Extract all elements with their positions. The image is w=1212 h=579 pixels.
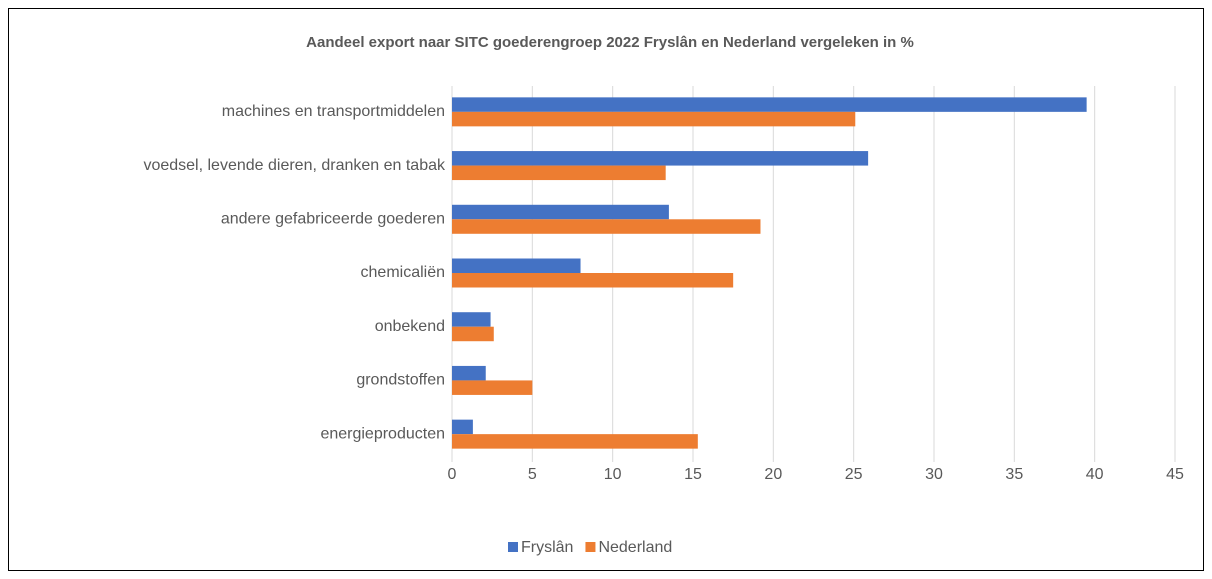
y-tick-label: machines en transportmiddelen	[222, 103, 445, 120]
x-tick-label: 20	[764, 466, 782, 483]
bar	[452, 380, 533, 395]
y-tick-label: voedsel, levende dieren, dranken en taba…	[143, 157, 446, 174]
x-tick-label: 45	[1166, 466, 1184, 483]
bar	[452, 165, 666, 181]
y-tick-label: grondstoffen	[356, 372, 445, 389]
bar	[452, 434, 698, 449]
x-tick-label: 10	[604, 466, 622, 483]
x-tick-label: 15	[684, 466, 702, 483]
bar	[452, 273, 734, 288]
x-tick-label: 5	[528, 466, 537, 483]
y-tick-label: onbekend	[375, 318, 445, 335]
x-tick-label: 25	[845, 466, 863, 483]
bar	[452, 151, 869, 166]
y-tick-label: chemicaliën	[361, 264, 445, 281]
x-tick-label: 30	[925, 466, 943, 483]
bar	[452, 219, 761, 234]
bar	[452, 312, 491, 327]
legend-label: Nederland	[598, 539, 672, 556]
legend-swatch	[508, 542, 518, 552]
chart-frame	[8, 8, 1204, 571]
x-tick-label: 40	[1086, 466, 1104, 483]
legend-swatch	[585, 542, 596, 552]
bar	[452, 419, 473, 435]
x-tick-label: 0	[448, 466, 457, 483]
bar	[452, 365, 486, 381]
chart-title: Aandeel export naar SITC goederengroep 2…	[306, 34, 914, 51]
bar	[452, 111, 856, 127]
bar	[452, 97, 1087, 112]
bar	[452, 326, 494, 342]
legend-label: Fryslân	[521, 539, 573, 556]
x-tick-label: 35	[1005, 466, 1023, 483]
bar	[452, 204, 669, 220]
y-tick-label: andere gefabriceerde goederen	[221, 211, 445, 228]
bar	[452, 258, 581, 273]
y-tick-label: energieproducten	[320, 425, 445, 442]
